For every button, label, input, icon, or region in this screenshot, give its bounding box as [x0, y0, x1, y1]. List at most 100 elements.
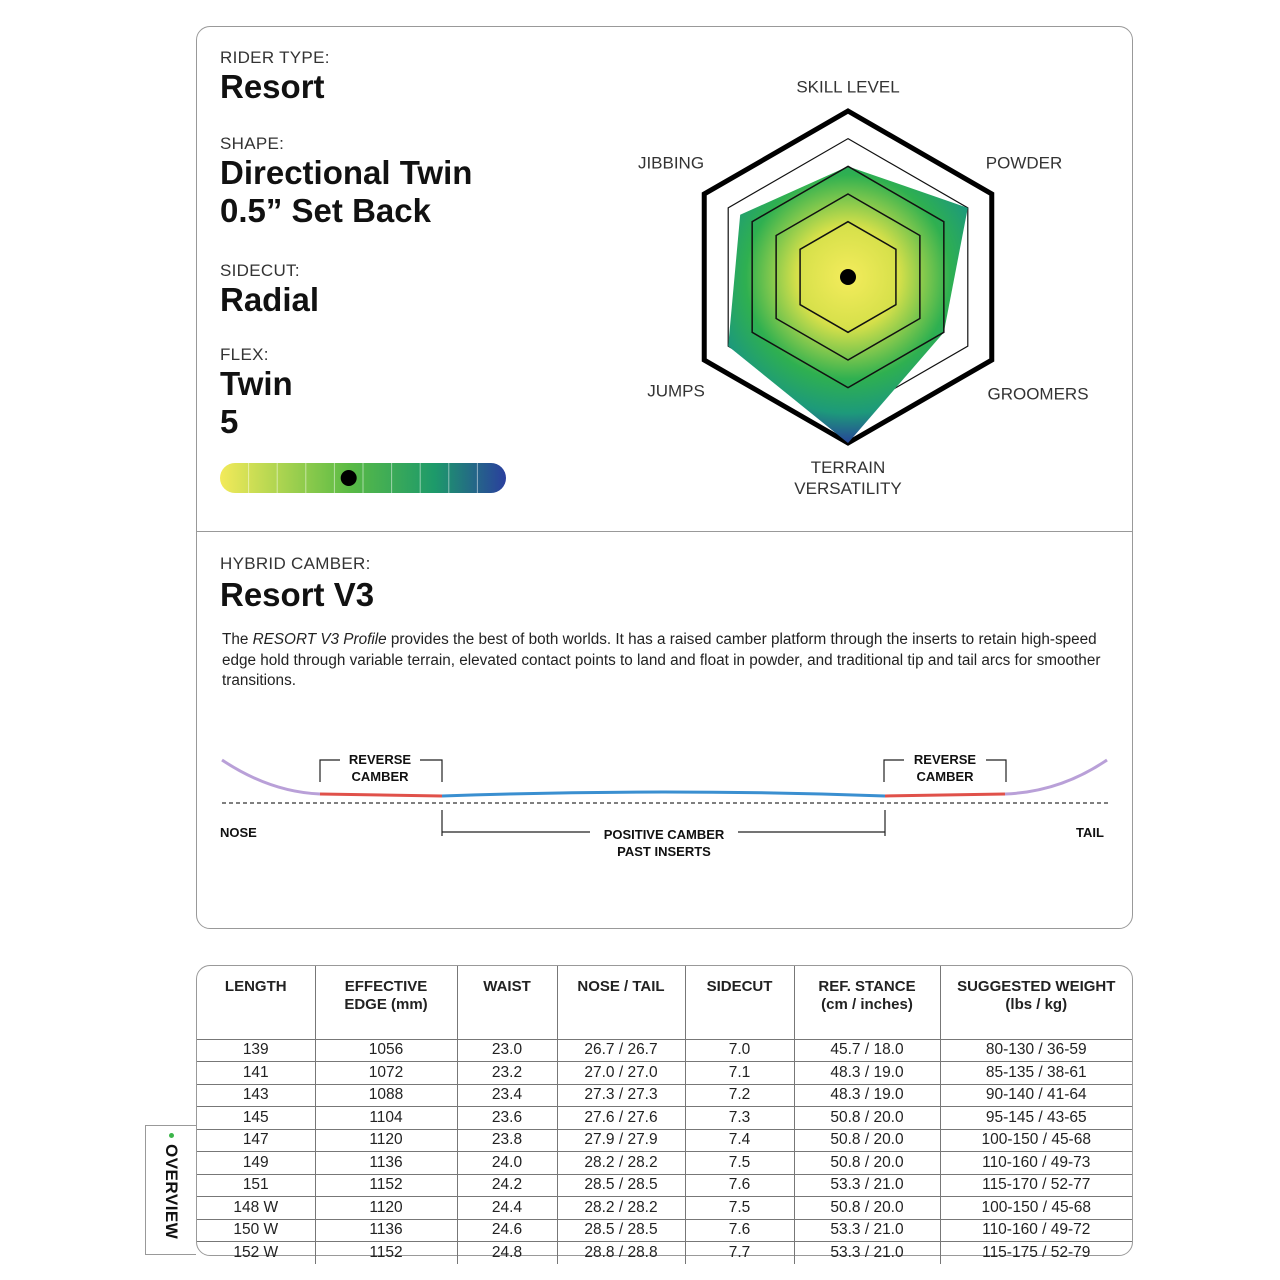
table-cell: 28.8 / 28.8 — [556, 1241, 685, 1264]
table-cell: 53.3 / 21.0 — [793, 1241, 940, 1264]
table-cell: 1152 — [314, 1173, 457, 1197]
positive-camber — [441, 790, 886, 798]
table-cell: 7.5 — [684, 1196, 794, 1219]
tail-label: TAIL — [1076, 824, 1104, 841]
tab-label: OVERVIEW — [162, 1144, 181, 1240]
camber-diagram — [221, 758, 1108, 836]
table-cell: 27.9 / 27.9 — [556, 1128, 685, 1152]
profile-card — [196, 26, 1133, 929]
text: The — [222, 631, 253, 648]
table-row: 150 W 1136 24.6 28.5 / 28.5 7.6 53.3 / 21.0 11… — [197, 1218, 1132, 1242]
flex-marker — [340, 470, 357, 486]
table-cell: 7.6 — [684, 1218, 794, 1242]
table-row: 139 1056 23.0 26.7 / 26.7 7.0 45.7 / 18.0 80-1… — [197, 1038, 1132, 1062]
table-cell: 28.5 / 28.5 — [556, 1173, 685, 1197]
header-cell: SUGGESTED WEIGHT (lbs / kg) — [939, 966, 1132, 1039]
header-line: SIDECUT — [706, 978, 773, 995]
axis-label: GROOMERS — [987, 384, 1089, 404]
table-cell: 50.8 / 20.0 — [793, 1106, 940, 1129]
table-cell: 53.3 / 21.0 — [793, 1173, 940, 1197]
spec-label: FLEX: — [220, 345, 269, 364]
table-cell: 7.2 — [684, 1083, 794, 1107]
table-cell: 95-145 / 43-65 — [939, 1106, 1132, 1129]
table-cell: 143 — [197, 1083, 315, 1107]
table-cell: 48.3 / 19.0 — [793, 1061, 940, 1084]
table-cell: 85-135 / 38-61 — [939, 1061, 1132, 1084]
header-cell: SIDECUT — [684, 966, 794, 1039]
table-cell: 80-130 / 36-59 — [939, 1038, 1132, 1062]
table-cell: 149 — [197, 1151, 315, 1174]
table-cell: 23.6 — [456, 1106, 557, 1129]
table-cell: 23.2 — [456, 1061, 557, 1084]
nose-rocker — [221, 758, 321, 796]
line: REVERSE — [348, 752, 412, 767]
header-row: LENGTH EFFECTIVE EDGE (mm) WAIST NOSE / TAIL… — [197, 966, 1132, 1039]
header-line: (cm / inches) — [821, 996, 913, 1013]
table-cell: 115-170 / 52-77 — [939, 1173, 1132, 1197]
spec-value: Resort — [220, 68, 325, 105]
axis-label: JUMPS — [647, 381, 705, 401]
header-cell: NOSE / TAIL — [556, 966, 685, 1039]
table-cell: 152 W — [197, 1241, 315, 1264]
reverse-right — [884, 792, 1006, 798]
table-cell: 110-160 / 49-73 — [939, 1151, 1132, 1174]
header-line: SUGGESTED WEIGHT — [957, 978, 1116, 995]
table-cell: 7.7 — [684, 1241, 794, 1264]
radar-ring — [751, 165, 945, 389]
table-cell: 7.0 — [684, 1038, 794, 1062]
table-cell: 90-140 / 41-64 — [939, 1083, 1132, 1107]
table-cell: 145 — [197, 1106, 315, 1129]
table-row: 143 1088 23.4 27.3 / 27.3 7.2 48.3 / 19.0 90-1… — [197, 1083, 1132, 1107]
table-cell: 151 — [197, 1173, 315, 1197]
table-cell: 1104 — [314, 1106, 457, 1129]
axis-label: POWDER — [985, 153, 1063, 173]
tail-rocker — [1004, 758, 1108, 796]
table-cell: 27.3 / 27.3 — [556, 1083, 685, 1107]
radar-area — [728, 166, 968, 444]
table-cell: 115-175 / 52-79 — [939, 1241, 1132, 1264]
spec: FLEX: Twin 5 — [220, 345, 580, 441]
table-row: 147 1120 23.8 27.9 / 27.9 7.4 50.8 / 20.0 100-… — [197, 1128, 1132, 1152]
spec-value: Twin — [220, 365, 293, 402]
line: CAMBER — [351, 769, 409, 784]
spec-label: RIDER TYPE: — [220, 48, 330, 67]
table-cell: 7.5 — [684, 1151, 794, 1174]
text: provides the best of both worlds. It has… — [222, 631, 1101, 689]
flex-scale — [220, 463, 506, 493]
radar-ring — [775, 193, 921, 361]
reverse-left — [319, 792, 443, 798]
header-line: NOSE / TAIL — [577, 978, 665, 995]
table-cell: 53.3 / 21.0 — [793, 1218, 940, 1242]
table-cell: 27.6 / 27.6 — [556, 1106, 685, 1129]
table-cell: 150 W — [197, 1218, 315, 1242]
spec-value: Radial — [220, 281, 320, 318]
table-cell: 139 — [197, 1038, 315, 1062]
table-cell: 1136 — [314, 1218, 457, 1242]
table-cell: 148 W — [197, 1196, 315, 1219]
table-cell: 24.6 — [456, 1218, 557, 1242]
header-cell: LENGTH — [197, 966, 315, 1039]
positive-label: POSITIVE CAMBER PAST INSERTS — [590, 826, 738, 860]
table-cell: 110-160 / 49-72 — [939, 1218, 1132, 1242]
table-cell: 1120 — [314, 1128, 457, 1152]
table-cell: 1072 — [314, 1061, 457, 1084]
table-cell: 26.7 / 26.7 — [556, 1038, 685, 1062]
emphasis: RESORT V3 Profile — [252, 631, 387, 648]
spec-value: 0.5” Set Back — [220, 192, 431, 229]
spec-value: Directional Twin — [220, 154, 473, 191]
spec: SIDECUT: Radial — [220, 261, 580, 319]
table-cell: 1056 — [314, 1038, 457, 1062]
table-cell: 48.3 / 19.0 — [793, 1083, 940, 1107]
header-cell: REF. STANCE (cm / inches) — [793, 966, 940, 1039]
axis-label: SKILL LEVEL — [796, 77, 900, 97]
table-cell: 45.7 / 18.0 — [793, 1038, 940, 1062]
spec-value: 5 — [220, 403, 239, 440]
table-cell: 24.2 — [456, 1173, 557, 1197]
table-cell: 1088 — [314, 1083, 457, 1107]
line: CAMBER — [916, 769, 974, 784]
header-line: EDGE (mm) — [344, 996, 428, 1013]
table-cell: 24.0 — [456, 1151, 557, 1174]
table-cell: 23.4 — [456, 1083, 557, 1107]
